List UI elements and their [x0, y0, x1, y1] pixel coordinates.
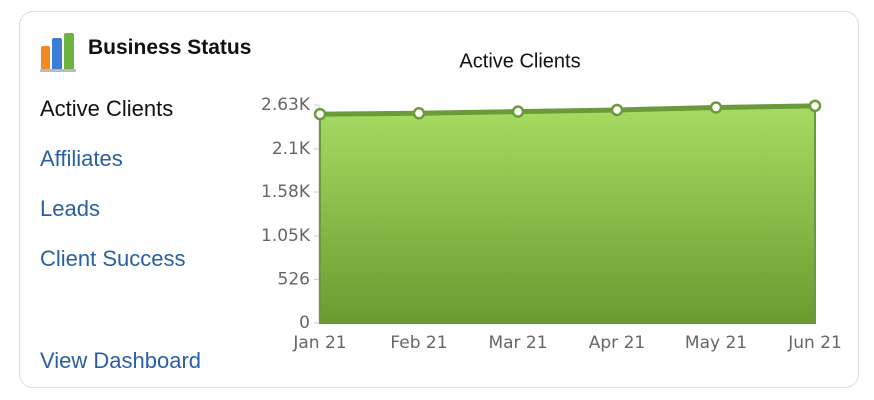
- point: [313, 107, 327, 121]
- y-tick-label: 1.58K: [261, 182, 311, 202]
- nav-item[interactable]: Client Success: [40, 246, 186, 271]
- widget-card: [19, 11, 859, 388]
- widget-title: Business Status: [88, 36, 252, 59]
- point: [610, 103, 624, 117]
- nav-item[interactable]: Affiliates: [40, 146, 123, 171]
- point: [709, 101, 723, 114]
- x-tick-label: Feb 21: [390, 333, 447, 353]
- area: [320, 105, 815, 324]
- y-tick-label: 2.63K: [261, 95, 311, 115]
- dashboard-link[interactable]: View Dashboard: [40, 348, 202, 373]
- nav-item[interactable]: Active Clients: [40, 96, 174, 121]
- y-tick-label: 2.1K: [272, 139, 311, 159]
- point: [412, 107, 426, 120]
- x-tick-label: May 21: [685, 333, 747, 353]
- y-tick-label: 0: [299, 313, 310, 333]
- y-tick-label: 526: [278, 269, 310, 289]
- y-tick-label: 1.05K: [261, 226, 311, 246]
- line: [319, 103, 816, 117]
- nav-item[interactable]: Leads: [40, 196, 100, 221]
- x-tick-label: Jan 21: [292, 333, 346, 353]
- point: [511, 105, 525, 118]
- area-edge: [319, 105, 816, 324]
- x-tick-label: Mar 21: [488, 333, 547, 353]
- x-tick-label: Jun 21: [787, 333, 842, 353]
- x-tick-label: Apr 21: [589, 333, 645, 353]
- point: [808, 99, 822, 113]
- chart-title: Active Clients: [459, 50, 580, 72]
